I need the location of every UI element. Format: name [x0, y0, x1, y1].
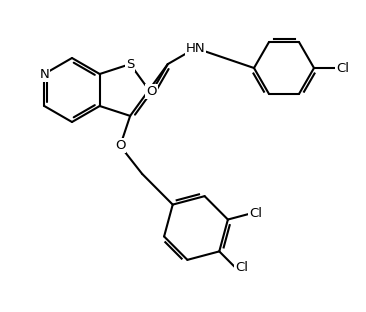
- Text: Cl: Cl: [336, 61, 350, 75]
- Text: Cl: Cl: [250, 207, 262, 220]
- Text: S: S: [126, 58, 134, 71]
- Text: HN: HN: [186, 41, 205, 55]
- Text: N: N: [40, 67, 49, 80]
- Text: O: O: [146, 85, 157, 98]
- Text: Cl: Cl: [235, 261, 248, 274]
- Text: O: O: [115, 139, 126, 152]
